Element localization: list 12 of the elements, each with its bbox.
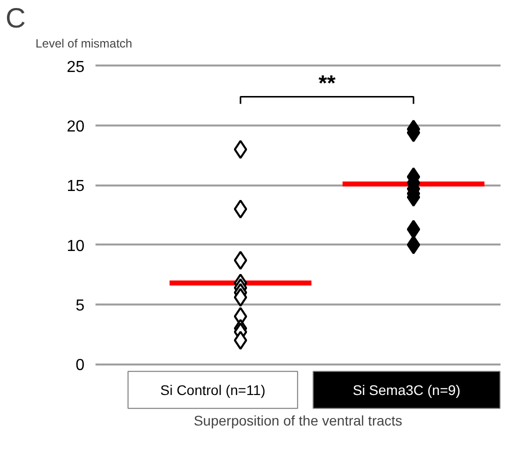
y-tick-label: 20 [66, 118, 85, 136]
x-tick-label: Si Sema3C (n=9) [352, 382, 460, 398]
x-axis-title: Superposition of the ventral tracts [194, 412, 402, 428]
y-tick-label: 0 [76, 357, 85, 374]
chart-title: C [6, 2, 26, 34]
annotation: ** [318, 70, 336, 96]
y-tick-label: 5 [76, 298, 85, 315]
y-axis-title: Level of mismatch [36, 36, 132, 50]
y-tick-label: 10 [66, 238, 85, 255]
y-tick-label: 15 [66, 178, 85, 196]
x-tick-label: Si Control (n=11) [160, 382, 266, 398]
y-tick-label: 25 [66, 58, 85, 76]
